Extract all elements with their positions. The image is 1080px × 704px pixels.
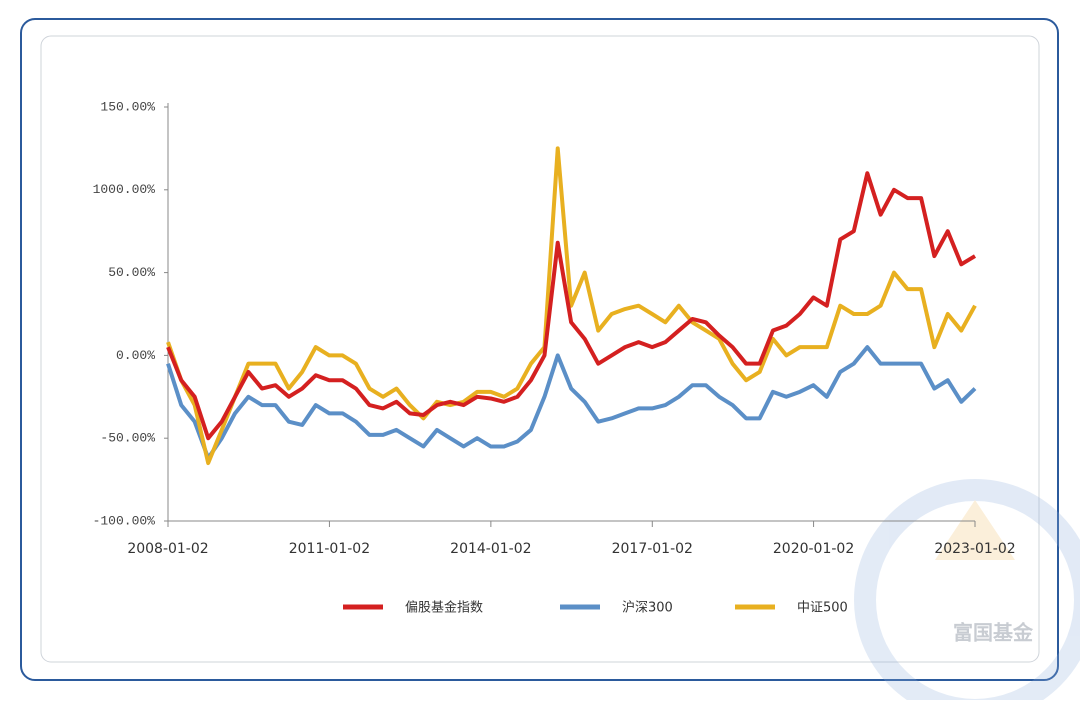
- y-tick-label: -50.00%: [100, 431, 155, 446]
- x-tick-label: 2020-01-02: [773, 541, 854, 557]
- x-tick-label: 2008-01-02: [127, 541, 208, 557]
- legend-label: 中证500: [797, 601, 848, 616]
- watermark: 富国基金: [953, 621, 1034, 645]
- x-tick-label: 2011-01-02: [289, 541, 370, 557]
- inner-frame: [40, 35, 1040, 663]
- y-tick-label: 1000.00%: [93, 182, 156, 197]
- y-tick-label: -100.00%: [93, 513, 156, 528]
- x-tick-label: 2023-01-02: [934, 541, 1015, 557]
- y-tick-label: 0.00%: [116, 348, 155, 363]
- x-tick-label: 2017-01-02: [612, 541, 693, 557]
- y-tick-label: 50.00%: [108, 265, 155, 280]
- legend-label: 偏股基金指数: [405, 600, 483, 616]
- y-tick-label: 150.00%: [100, 99, 155, 114]
- series-line: [166, 146, 977, 466]
- x-tick-label: 2014-01-02: [450, 541, 531, 557]
- legend-label: 沪深300: [622, 600, 673, 616]
- series-line: [166, 171, 977, 441]
- watermark-logo: [854, 479, 1080, 704]
- series-line: [166, 345, 977, 461]
